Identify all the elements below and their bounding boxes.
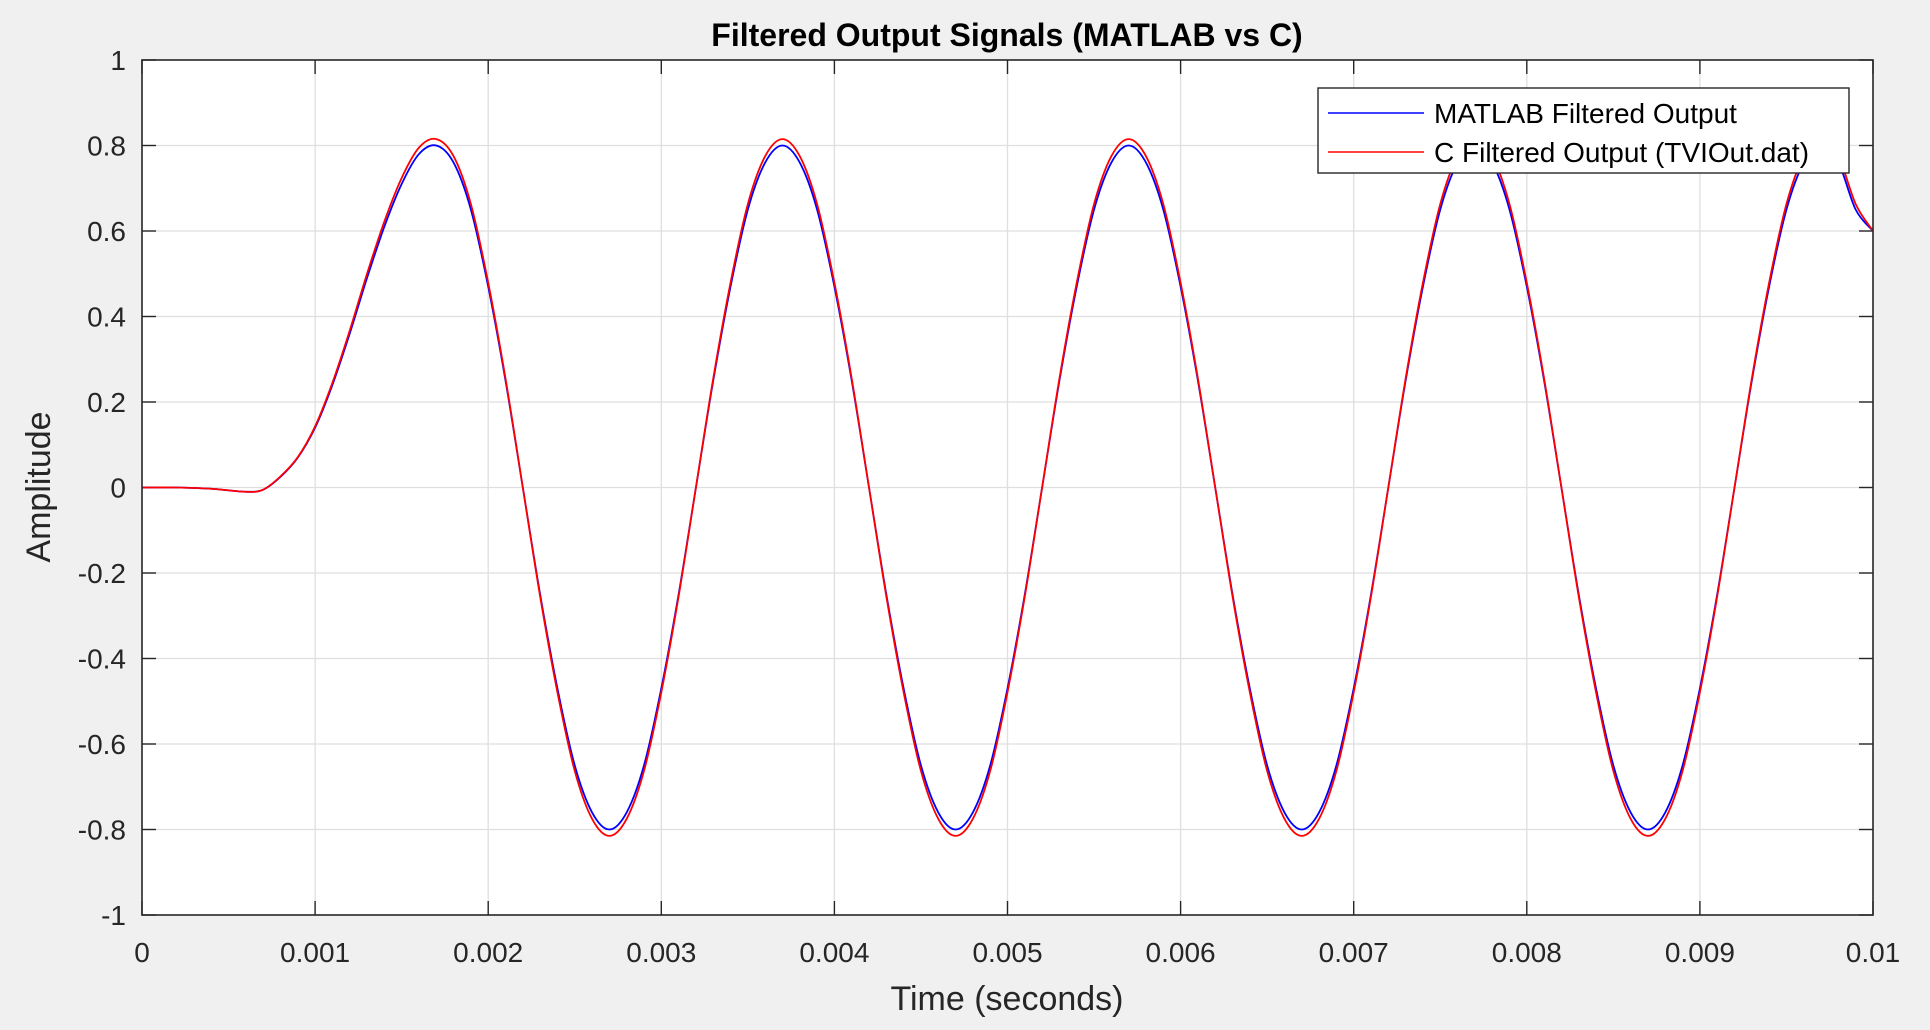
x-tick-label: 0.007 xyxy=(1319,937,1389,968)
y-tick-label: -0.2 xyxy=(78,558,126,589)
grid xyxy=(142,60,1873,915)
y-tick-label: -0.6 xyxy=(78,729,126,760)
x-tick-label: 0.006 xyxy=(1146,937,1216,968)
y-tick-label: -1 xyxy=(101,900,126,931)
x-tick-label: 0.005 xyxy=(972,937,1042,968)
y-tick-label: 0 xyxy=(110,473,126,504)
y-tick-label: 0.6 xyxy=(87,216,126,247)
legend-box xyxy=(1317,87,1850,174)
tick-labels: 0 0.001 0.002 0.003 0.004 0.005 0.006 0.007 0.00… xyxy=(78,45,1901,968)
y-tick-label: 0.2 xyxy=(87,387,126,418)
x-axis-label: Time (seconds) xyxy=(890,980,1123,1018)
y-tick-label: 1 xyxy=(110,45,126,76)
x-tick-label: 0.009 xyxy=(1665,937,1735,968)
legend[interactable]: MATLAB Filtered Output C Filtered Output… xyxy=(1317,87,1850,174)
x-tick-label: 0 xyxy=(134,937,150,968)
y-tick-label: -0.4 xyxy=(78,644,126,675)
x-tick-label: 0.004 xyxy=(799,937,869,968)
x-tick-label: 0.003 xyxy=(626,937,696,968)
legend-label-matlab: MATLAB Filtered Output xyxy=(1434,98,1737,129)
x-tick-label: 0.001 xyxy=(280,937,350,968)
x-tick-label: 0.002 xyxy=(453,937,523,968)
y-tick-label: -0.8 xyxy=(78,815,126,846)
series-layer xyxy=(141,137,1874,837)
y-tick-label: 0.4 xyxy=(87,302,126,333)
x-tick-label: 0.008 xyxy=(1492,937,1562,968)
x-tick-label: 0.01 xyxy=(1846,937,1901,968)
plot-frame xyxy=(141,59,1874,916)
series-line-c xyxy=(141,137,1874,837)
chart-title: Filtered Output Signals (MATLAB vs C) xyxy=(711,17,1302,53)
legend-label-c: C Filtered Output (TVIOut.dat) xyxy=(1434,137,1809,168)
y-tick-label: 0.8 xyxy=(87,131,126,162)
y-axis-label: Amplitude xyxy=(20,411,58,562)
